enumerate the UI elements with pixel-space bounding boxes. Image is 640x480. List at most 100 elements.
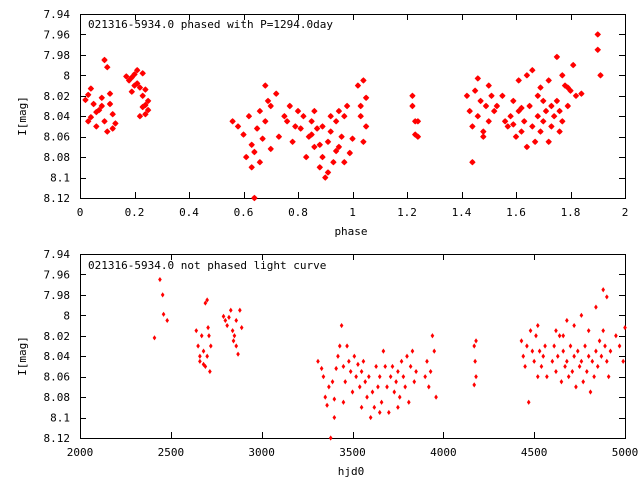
data-point bbox=[228, 307, 233, 313]
data-point bbox=[572, 322, 576, 329]
data-point bbox=[87, 114, 95, 121]
data-point bbox=[499, 92, 506, 99]
data-point bbox=[256, 159, 264, 166]
data-point bbox=[432, 348, 437, 354]
data-point bbox=[523, 143, 531, 151]
x-tick-label: 1 bbox=[349, 206, 356, 219]
data-point bbox=[554, 368, 558, 375]
data-point bbox=[396, 404, 400, 410]
data-point bbox=[545, 138, 552, 145]
data-point bbox=[590, 358, 595, 364]
data-point bbox=[463, 92, 471, 99]
data-point bbox=[349, 135, 356, 142]
data-point bbox=[335, 107, 343, 115]
x-tick-label: 0.2 bbox=[125, 206, 145, 219]
data-point bbox=[519, 338, 524, 344]
data-point bbox=[357, 113, 364, 120]
data-point bbox=[512, 133, 520, 140]
data-point bbox=[109, 125, 116, 132]
data-point bbox=[123, 73, 130, 80]
data-point bbox=[251, 194, 258, 202]
data-point bbox=[577, 363, 582, 370]
data-point bbox=[540, 118, 547, 125]
data-point bbox=[488, 92, 495, 99]
y-tick-label: 7.94 bbox=[44, 8, 71, 21]
data-point bbox=[158, 276, 162, 283]
data-point bbox=[324, 138, 332, 145]
y-tick-label: 8.04 bbox=[44, 110, 71, 123]
data-point bbox=[581, 379, 586, 385]
data-point bbox=[521, 118, 528, 125]
data-point bbox=[480, 133, 487, 140]
unphased-light-curve-panel: I[mag] hjd0 021316-5934.0 not phased lig… bbox=[16, 248, 638, 478]
x-tick-label: 1.8 bbox=[561, 206, 581, 219]
x-tick-label: 3000 bbox=[248, 446, 275, 459]
data-point bbox=[205, 353, 209, 359]
data-point bbox=[98, 94, 105, 101]
data-point bbox=[414, 118, 422, 125]
y-tick-label: 8.06 bbox=[44, 371, 71, 384]
data-point bbox=[594, 304, 598, 310]
data-point bbox=[561, 348, 566, 354]
data-point bbox=[523, 363, 527, 370]
data-point bbox=[537, 348, 542, 354]
data-point bbox=[606, 374, 611, 380]
data-point bbox=[208, 368, 212, 375]
y-tick-label: 7.96 bbox=[44, 268, 71, 281]
data-point bbox=[570, 61, 577, 69]
x-tick-label: 3500 bbox=[339, 446, 366, 459]
data-point bbox=[599, 353, 604, 359]
data-point bbox=[579, 312, 584, 318]
data-point bbox=[485, 118, 492, 125]
data-point bbox=[392, 389, 397, 395]
data-point bbox=[106, 100, 114, 108]
y-tick-label: 8.12 bbox=[44, 192, 71, 205]
data-point bbox=[335, 143, 343, 151]
data-point bbox=[234, 317, 239, 324]
data-point bbox=[238, 307, 242, 313]
data-point bbox=[367, 374, 371, 380]
data-point bbox=[231, 338, 236, 344]
data-point bbox=[555, 353, 560, 359]
data-point bbox=[360, 77, 367, 84]
data-point bbox=[388, 374, 393, 380]
data-point bbox=[583, 343, 587, 349]
data-point bbox=[510, 121, 517, 128]
data-point bbox=[586, 353, 591, 359]
data-point bbox=[350, 389, 355, 395]
data-point bbox=[101, 118, 108, 125]
y-axis-label: I[mag] bbox=[16, 96, 29, 136]
y-tick-label: 8.02 bbox=[44, 330, 71, 343]
data-point bbox=[425, 358, 429, 364]
data-point bbox=[518, 128, 525, 135]
data-point bbox=[541, 353, 546, 359]
data-point bbox=[537, 128, 544, 135]
data-point bbox=[585, 368, 589, 375]
data-point bbox=[405, 353, 409, 359]
data-point bbox=[572, 92, 580, 99]
data-point bbox=[203, 363, 208, 370]
data-point bbox=[559, 118, 566, 125]
data-point bbox=[474, 374, 478, 380]
data-point bbox=[623, 325, 627, 331]
data-point bbox=[313, 125, 321, 132]
data-point bbox=[565, 317, 569, 324]
data-point bbox=[332, 147, 340, 155]
data-point bbox=[341, 113, 348, 120]
data-point bbox=[414, 368, 418, 375]
data-point bbox=[316, 358, 320, 364]
data-point bbox=[570, 368, 575, 375]
data-point bbox=[534, 92, 541, 99]
data-point bbox=[526, 102, 533, 110]
data-point bbox=[316, 164, 323, 171]
y-tick-label: 8.04 bbox=[44, 350, 71, 363]
data-point bbox=[139, 70, 146, 77]
data-point bbox=[93, 108, 100, 116]
data-point bbox=[230, 328, 235, 334]
y-tick-label: 7.96 bbox=[44, 28, 71, 41]
data-point bbox=[343, 379, 348, 385]
data-point bbox=[493, 102, 501, 110]
data-point bbox=[345, 343, 349, 349]
y-tick-label: 8.08 bbox=[44, 391, 71, 404]
